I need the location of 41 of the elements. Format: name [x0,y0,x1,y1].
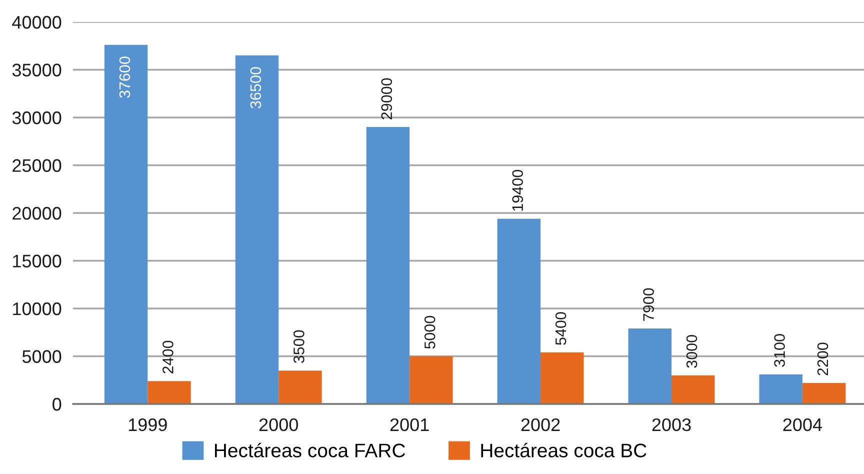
y-tick-label: 35000 [12,64,62,76]
data-label: 2400 [162,340,174,374]
legend-label: Hectáreas coca BC [481,442,646,458]
data-label: 2200 [817,342,828,376]
bar [759,374,802,404]
y-tick-label: 20000 [12,206,62,220]
x-tick-label: 2001 [390,418,429,432]
y-tick-label: 30000 [12,111,62,124]
data-label: 3100 [774,334,785,367]
legend-label: Hectáreas coca FARC [215,442,406,458]
data-label: 36500 [250,67,262,108]
data-label: 3000 [686,335,698,368]
bar [410,356,453,404]
data-label: 5400 [555,312,566,345]
bar [671,375,715,404]
x-tick-label: 2003 [652,418,691,432]
data-label: 7900 [643,288,654,321]
data-label: 37600 [119,56,130,98]
bar [540,352,584,404]
x-tick-label: 1999 [128,418,167,432]
y-tick-label: 40000 [12,16,62,29]
bar [802,382,846,404]
bar [148,381,191,404]
bar [278,370,322,404]
data-label: 3500 [294,330,304,364]
y-tick-label: 0 [52,398,62,411]
y-tick-label: 10000 [13,302,62,316]
bar [366,127,410,404]
y-tick-label: 15000 [13,254,62,268]
bar [628,328,672,404]
bar [104,44,148,404]
bar [497,218,541,404]
x-tick-label: 2004 [783,418,822,432]
data-label: 5000 [424,316,436,349]
y-tick-label: 5000 [22,350,62,363]
y-tick-label: 25000 [12,159,62,172]
data-label: 29000 [381,78,392,120]
x-tick-label: 2000 [259,418,298,432]
bar [235,55,279,404]
data-label: 19400 [512,170,524,211]
x-tick-label: 2002 [521,418,560,432]
